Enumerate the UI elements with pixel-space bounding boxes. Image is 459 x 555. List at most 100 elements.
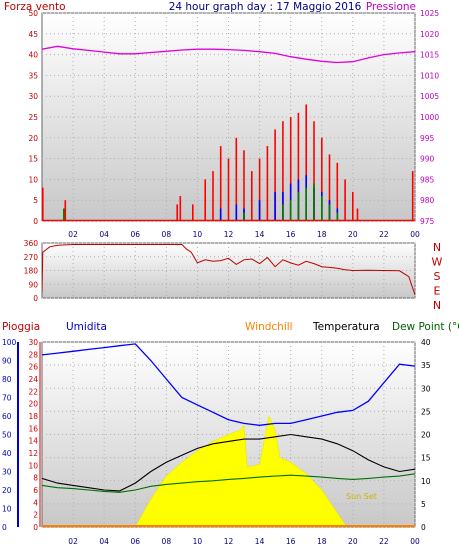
wind-tick-5: 25 [28, 113, 38, 122]
temperature-tick-8: 40 [421, 338, 431, 347]
x-tick-a-4: 10 [193, 230, 203, 239]
rain-tick-15: 30 [28, 338, 38, 347]
pressure-tick-0: 975 [420, 217, 435, 226]
gridlines [42, 12, 416, 528]
humidity-tick-3: 30 [2, 468, 12, 477]
x-tick-a-5: 12 [224, 230, 234, 239]
x-tick-c-3: 08 [162, 537, 172, 546]
x-tick-c-7: 16 [286, 537, 296, 546]
wind-tick-2: 10 [28, 175, 38, 184]
x-tick-a-3: 08 [162, 230, 172, 239]
x-tick-a-8: 18 [317, 230, 327, 239]
wind-tick-7: 35 [28, 71, 38, 80]
humidity-tick-7: 70 [2, 394, 12, 403]
rain-tick-12: 24 [28, 375, 38, 384]
humidity-tick-2: 20 [2, 486, 12, 495]
compass-tick-4: N [433, 299, 441, 312]
humidity-tick-5: 50 [2, 431, 12, 440]
x-tick-a-1: 04 [99, 230, 109, 239]
x-tick-c-8: 18 [317, 537, 327, 546]
dewpoint-line [42, 473, 415, 493]
compass-tick-2: S [434, 270, 441, 283]
direction-tick-3: 270 [24, 253, 39, 262]
rain-tick-10: 20 [28, 400, 38, 409]
humidity-tick-1: 10 [2, 505, 12, 514]
x-tick-a-11: 00 [410, 230, 420, 239]
label-umidita: Umidita [66, 321, 107, 333]
rain-tick-3: 6 [33, 486, 38, 495]
wind-tick-8: 40 [28, 51, 38, 60]
rain-tick-4: 8 [33, 474, 38, 483]
temperature-marks [42, 343, 415, 527]
x-tick-c-1: 04 [99, 537, 109, 546]
wind-tick-0: 0 [33, 217, 38, 226]
temperature-tick-7: 35 [421, 361, 431, 370]
label-dewpoint: Dew Point (°C [392, 321, 459, 333]
pressure-tick-7: 1010 [420, 71, 439, 80]
pressure-tick-6: 1005 [420, 92, 439, 101]
rain-tick-14: 28 [28, 350, 38, 359]
rain-tick-5: 10 [28, 461, 38, 470]
temperature-tick-5: 25 [421, 407, 431, 416]
pressure-tick-3: 990 [420, 155, 435, 164]
temperature-tick-0: 0 [421, 523, 426, 532]
wind-tick-3: 15 [28, 155, 38, 164]
humidity-line [42, 343, 415, 426]
x-tick-c-6: 14 [255, 537, 265, 546]
label-pioggia: Pioggia [2, 321, 40, 333]
x-tick-c-9: 20 [348, 537, 358, 546]
direction-line [42, 244, 415, 296]
label-sunset: Sun Set [346, 492, 377, 501]
axis-labels: 0510152025303540455097598098599099510001… [2, 9, 443, 546]
wind-tick-10: 50 [28, 9, 38, 18]
header-right: Pressione [366, 1, 416, 13]
x-tick-c-10: 22 [379, 537, 389, 546]
rain-tick-2: 4 [33, 498, 38, 507]
compass-tick-3: E [434, 285, 441, 298]
direction-tick-1: 90 [28, 280, 38, 289]
wind-pressure-marks [42, 45, 415, 221]
x-tick-c-2: 06 [130, 537, 140, 546]
x-tick-a-0: 02 [68, 230, 78, 239]
x-tick-c-4: 10 [193, 537, 203, 546]
direction-tick-2: 180 [24, 267, 39, 276]
rain-tick-0: 0 [33, 523, 38, 532]
pressure-tick-5: 1000 [420, 113, 439, 122]
x-tick-c-5: 12 [224, 537, 234, 546]
label-temperatura: Temperatura [312, 321, 380, 333]
header-left: Forza vento [4, 1, 66, 13]
compass-tick-1: W [432, 256, 443, 269]
temperature-tick-1: 5 [421, 500, 426, 509]
humidity-tick-8: 80 [2, 375, 12, 384]
rain-tick-13: 26 [28, 363, 38, 372]
temperature-tick-4: 20 [421, 431, 431, 440]
pressure-tick-10: 1025 [420, 9, 439, 18]
wind-tick-6: 30 [28, 92, 38, 101]
rain-tick-9: 18 [28, 412, 38, 421]
pressure-tick-4: 995 [420, 134, 435, 143]
x-tick-c-0: 02 [68, 537, 78, 546]
temperature-tick-3: 15 [421, 454, 431, 463]
header-center: 24 hour graph day : 17 Maggio 2016 [169, 1, 362, 13]
pressure-tick-9: 1020 [420, 30, 439, 39]
rain-tick-6: 12 [28, 449, 38, 458]
solar-area [134, 415, 347, 527]
wind-tick-1: 5 [33, 196, 38, 205]
rain-tick-1: 2 [33, 511, 38, 520]
pressure-tick-1: 980 [420, 196, 435, 205]
humidity-tick-0: 0 [2, 523, 7, 532]
wind-tick-9: 45 [28, 30, 38, 39]
x-tick-a-7: 16 [286, 230, 296, 239]
direction-tick-0: 0 [33, 294, 38, 303]
pressure-tick-8: 1015 [420, 51, 439, 60]
humidity-tick-9: 90 [2, 357, 12, 366]
rain-tick-8: 16 [28, 424, 38, 433]
temperature-tick-2: 10 [421, 477, 431, 486]
compass-tick-0: N [433, 241, 441, 254]
humidity-tick-4: 40 [2, 449, 12, 458]
humidity-tick-10: 100 [2, 338, 17, 347]
x-tick-a-2: 06 [130, 230, 140, 239]
x-tick-a-10: 22 [379, 230, 389, 239]
x-tick-a-9: 20 [348, 230, 358, 239]
